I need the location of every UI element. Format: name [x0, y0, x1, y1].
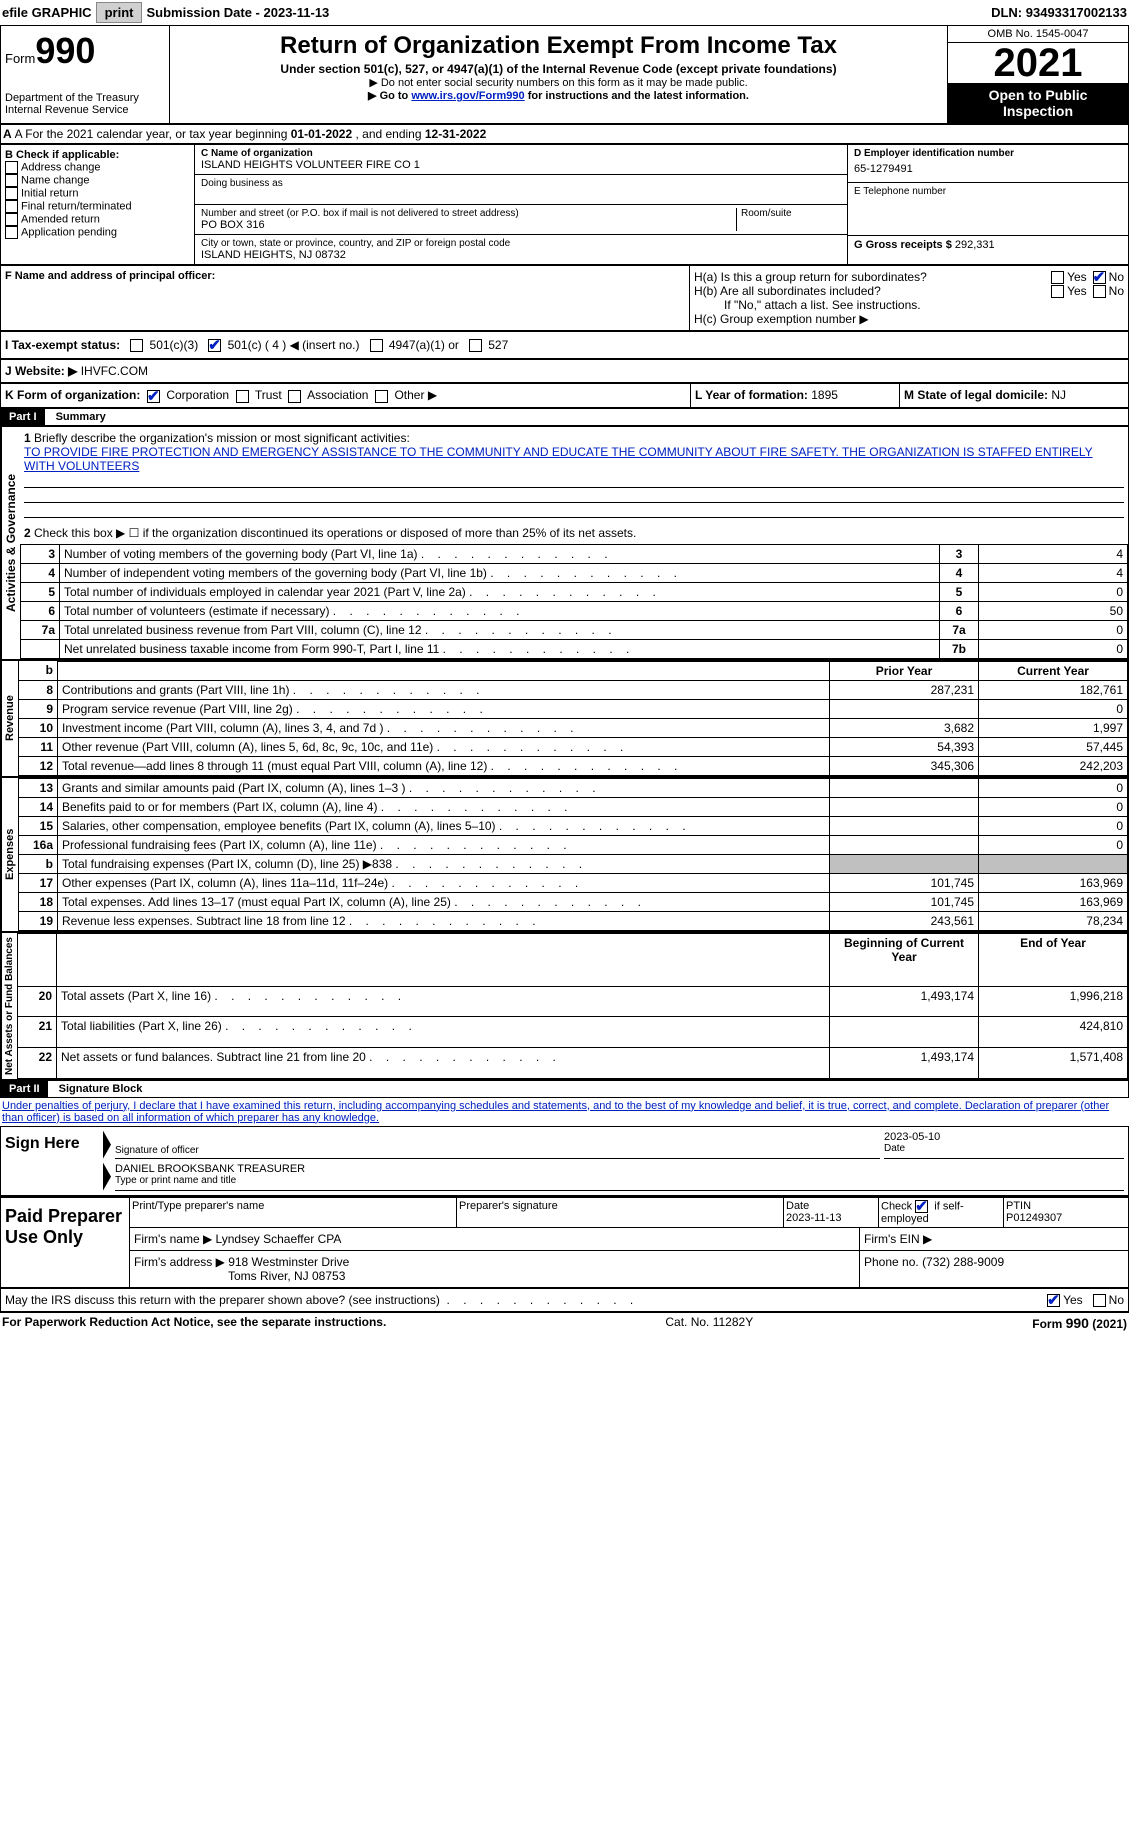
part1-body: Activities & Governance 1 Briefly descri… [0, 426, 1129, 660]
form990-link[interactable]: www.irs.gov/Form990 [411, 90, 524, 102]
k-l-m-row: K Form of organization: Corporation Trus… [0, 383, 1129, 407]
box-k: K Form of organization: Corporation Trus… [1, 384, 691, 406]
table-expenses: 13Grants and similar amounts paid (Part … [18, 778, 1128, 931]
dept-treasury: Department of the Treasury [5, 92, 165, 104]
tax-year: 2021 [948, 43, 1128, 83]
box-j: J Website: ▶ IHVFC.COM [0, 359, 1129, 383]
discuss-row: May the IRS discuss this return with the… [0, 1288, 1129, 1312]
vlabel-expenses: Expenses [1, 778, 18, 931]
table-activities: 3Number of voting members of the governi… [20, 544, 1128, 659]
vlabel-net: Net Assets or Fund Balances [1, 933, 17, 1079]
irs: Internal Revenue Service [5, 104, 165, 116]
part1-header: Part I Summary [0, 408, 1129, 426]
top-bar: efile GRAPHIC print Submission Date - 20… [0, 0, 1129, 25]
section-a: A A For the 2021 calendar year, or tax y… [0, 124, 1129, 144]
expenses-section: Expenses 13Grants and similar amounts pa… [0, 777, 1129, 932]
vlabel-activities: Activities & Governance [1, 427, 20, 659]
print-button[interactable]: print [96, 2, 143, 23]
arrow-icon [103, 1131, 111, 1159]
box-f: F Name and address of principal officer: [1, 266, 690, 330]
box-d: D Employer identification number 65-1279… [848, 145, 1128, 264]
org-info-grid: B Check if applicable: Address change Na… [0, 144, 1129, 265]
perjury-text: Under penalties of perjury, I declare th… [0, 1098, 1129, 1126]
box-c: C Name of organization ISLAND HEIGHTS VO… [195, 145, 848, 264]
efile-label: efile GRAPHIC [2, 5, 92, 20]
table-revenue: b Prior Year Current Year 8Contributions… [18, 661, 1128, 776]
note-link: ▶ Go to www.irs.gov/Form990 for instruct… [174, 89, 943, 102]
submission-label: Submission Date - 2023-11-13 [146, 5, 329, 20]
dln: DLN: 93493317002133 [991, 5, 1127, 20]
vlabel-revenue: Revenue [1, 661, 18, 776]
box-l: L Year of formation: 1895 [691, 384, 900, 406]
box-b: B Check if applicable: Address change Na… [1, 145, 195, 264]
box-m: M State of legal domicile: NJ [900, 384, 1128, 406]
mission-text[interactable]: TO PROVIDE FIRE PROTECTION AND EMERGENCY… [24, 445, 1093, 473]
box-h: H(a) Is this a group return for subordin… [690, 266, 1128, 330]
sign-here-block: Sign Here Signature of officer 2023-05-1… [0, 1126, 1129, 1197]
netassets-section: Net Assets or Fund Balances Beginning of… [0, 932, 1129, 1080]
table-net: Beginning of Current Year End of Year 20… [17, 933, 1128, 1079]
form-title: Return of Organization Exempt From Incom… [174, 32, 943, 60]
f-h-row: F Name and address of principal officer:… [0, 265, 1129, 331]
note-ssn: ▶ Do not enter social security numbers o… [174, 76, 943, 89]
form-number: Form990 [5, 30, 165, 72]
form-header: Form990 Department of the Treasury Inter… [0, 25, 1129, 124]
form-subtitle: Under section 501(c), 527, or 4947(a)(1)… [174, 62, 943, 76]
page-footer: For Paperwork Reduction Act Notice, see … [0, 1312, 1129, 1333]
paid-preparer-block: Paid Preparer Use Only Print/Type prepar… [0, 1197, 1129, 1288]
open-to-public: Open to PublicInspection [948, 83, 1128, 123]
box-i: I Tax-exempt status: 501(c)(3) 501(c) ( … [0, 331, 1129, 359]
revenue-section: Revenue b Prior Year Current Year 8Contr… [0, 660, 1129, 777]
part2-header: Part II Signature Block [0, 1080, 1129, 1098]
arrow-icon [103, 1163, 111, 1191]
